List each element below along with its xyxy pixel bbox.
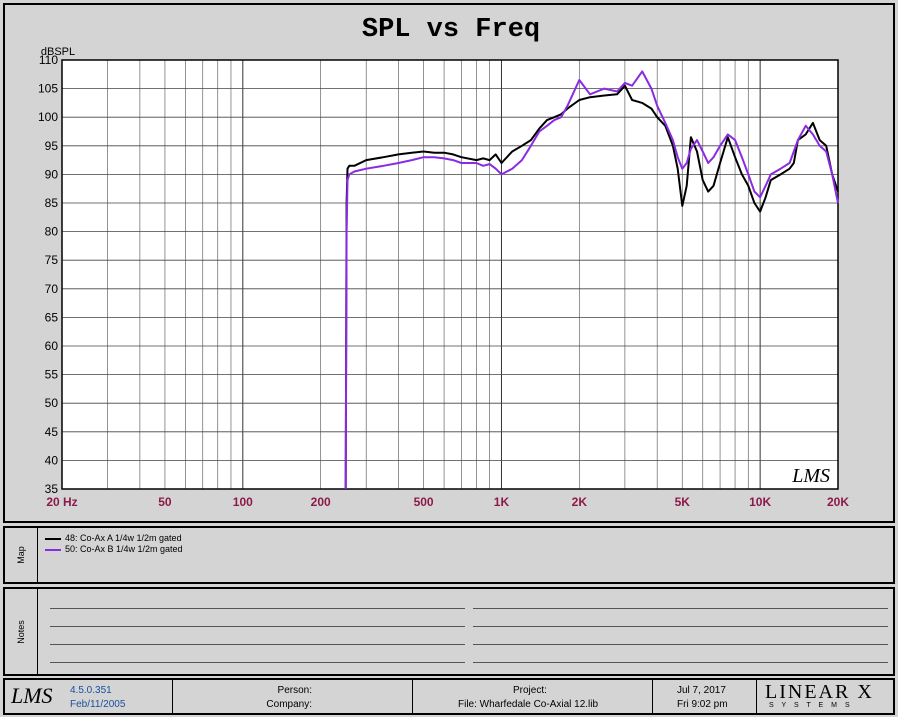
y-tick-label: 85 (45, 196, 59, 210)
y-tick-label: 75 (45, 253, 59, 267)
y-tick-label: 105 (38, 82, 58, 96)
note-line (50, 662, 465, 663)
x-tick-label: 500 (414, 495, 434, 509)
spl-plot: 35 40 45 50 55 60 65 70 75 80 85 90 95 100 105 110dBSPL… (38, 46, 849, 509)
footer-person-cell: Person: Company: (173, 680, 413, 713)
y-tick-label: 90 (45, 167, 59, 181)
person-label: Person: (277, 685, 312, 696)
project-label: Project: (513, 685, 547, 696)
series-line-co-ax-b (344, 70, 839, 490)
date-text: Jul 7, 2017 (677, 685, 726, 696)
note-line (50, 608, 465, 609)
footer-bar: LMS 4.5.0.351 Feb/11/2005 Person: Compan… (3, 678, 895, 715)
x-tick-label: 2K (572, 495, 588, 509)
legend-entry-b: 50: Co-Ax B 1/4w 1/2m gated (45, 544, 183, 554)
y-tick-label: 45 (45, 425, 59, 439)
chart-panel: SPL vs Freq 35 40 45 50 55 60 65 70 75 80 85 90 95 10… (3, 3, 895, 523)
y-tick-label: 50 (45, 396, 59, 410)
legend-entry-a: 48: Co-Ax A 1/4w 1/2m gated (45, 533, 182, 543)
note-line (473, 662, 888, 663)
y-tick-label: 80 (45, 225, 59, 239)
footer-project-cell: Project: File: Wharfedale Co-Axial 12.li… (413, 680, 653, 713)
y-tick-label: 35 (45, 482, 59, 496)
plot-area (62, 60, 838, 489)
lms-plot-logo: LMS (791, 465, 830, 487)
x-tick-label: 20 Hz (46, 495, 77, 509)
footer-date-cell: Jul 7, 2017 Fri 9:02 pm (653, 680, 757, 713)
y-tick-label: 65 (45, 310, 59, 324)
note-line (50, 626, 465, 627)
note-line (473, 608, 888, 609)
version-number: 4.5.0.351 (70, 685, 112, 696)
company-label: Company: (266, 699, 312, 710)
version-date: Feb/11/2005 (70, 699, 126, 710)
legend-swatch-a (45, 537, 61, 540)
linearx-logo: LINEAR X (765, 681, 874, 703)
notes-side-label: Notes (5, 589, 38, 674)
note-line (50, 644, 465, 645)
time-text: Fri 9:02 pm (677, 699, 728, 710)
x-tick-label: 10K (749, 495, 771, 509)
map-panel: Map 48: Co-Ax A 1/4w 1/2m gated 50: Co-A… (3, 526, 895, 584)
y-tick-label: 100 (38, 110, 58, 124)
x-tick-label: 5K (675, 495, 691, 509)
map-side-label: Map (5, 528, 38, 582)
x-tick-label: 100 (233, 495, 253, 509)
plot-frame (61, 59, 839, 490)
legend-label-a: 48: Co-Ax A 1/4w 1/2m gated (65, 533, 182, 543)
y-tick-label: 55 (45, 368, 59, 382)
footer-version-cell: LMS 4.5.0.351 Feb/11/2005 (5, 680, 173, 713)
legend-label-b: 50: Co-Ax B 1/4w 1/2m gated (65, 544, 183, 554)
footer-brand-cell: LINEAR X S Y S T E M S (757, 680, 893, 713)
y-axis-label: dBSPL (41, 46, 75, 58)
x-tick-label: 200 (311, 495, 331, 509)
y-tick-label: 70 (45, 282, 59, 296)
lms-logo: LMS (11, 683, 53, 708)
note-line (473, 626, 888, 627)
map-label: Map (16, 546, 26, 564)
notes-label: Notes (16, 619, 26, 644)
x-tick-label: 20K (827, 495, 849, 509)
x-tick-label: 1K (494, 495, 510, 509)
note-line (473, 644, 888, 645)
legend-swatch-b (45, 548, 61, 551)
series-line-co-ax-a (344, 84, 839, 490)
y-tick-label: 110 (39, 53, 58, 67)
y-tick-label: 95 (45, 139, 59, 153)
file-name: File: Wharfedale Co-Axial 12.lib (458, 699, 599, 710)
chart-title: SPL vs Freq (361, 15, 541, 45)
x-tick-label: 50 (158, 495, 172, 509)
y-tick-label: 40 (45, 453, 59, 467)
y-tick-label: 60 (45, 339, 59, 353)
notes-panel: Notes (3, 587, 895, 676)
linearx-systems-text: S Y S T E M S (769, 702, 853, 709)
